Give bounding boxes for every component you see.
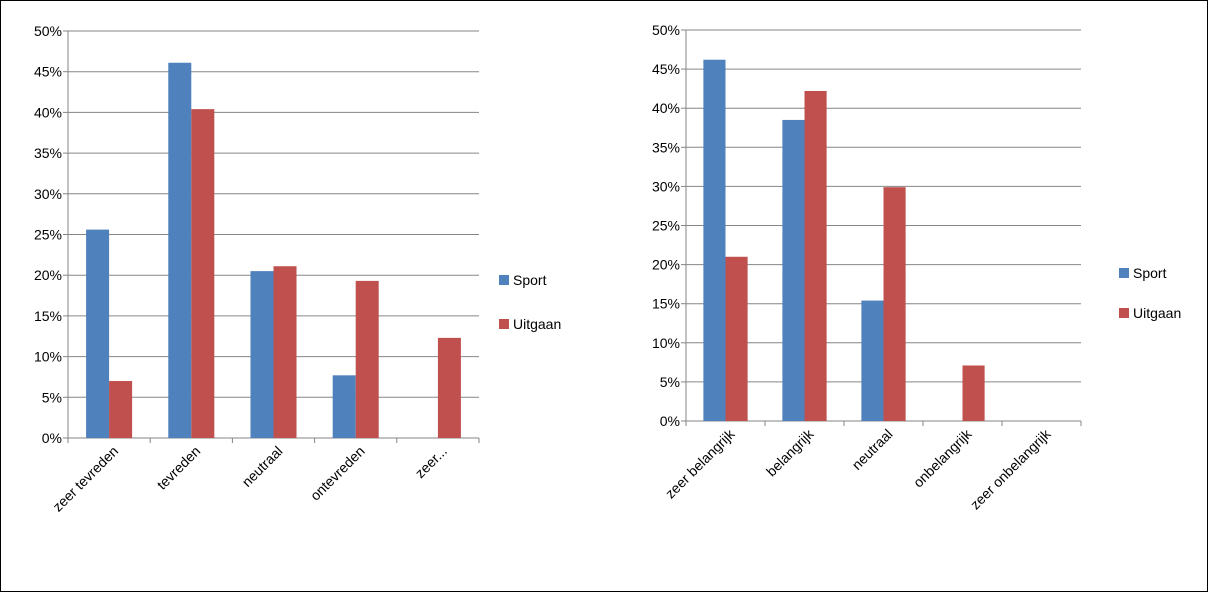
y-tick-label: 0%: [660, 413, 680, 429]
bar-uitgaan: [191, 109, 215, 439]
legend-swatch-uitgaan: [499, 319, 509, 329]
y-tick-label: 20%: [34, 267, 62, 283]
bar-uitgaan: [962, 365, 985, 421]
y-tick-label: 35%: [34, 145, 62, 161]
y-tick-label: 20%: [652, 257, 680, 273]
y-tick-label: 10%: [652, 335, 680, 351]
bar-uitgaan: [109, 381, 133, 438]
y-tick-label: 40%: [652, 100, 680, 116]
y-tick-label: 25%: [34, 227, 62, 243]
x-category-label: zeer belangrijk: [662, 425, 738, 501]
bar-uitgaan: [273, 266, 297, 438]
y-tick-label: 50%: [652, 22, 680, 38]
x-category-label: belangrijk: [763, 425, 817, 479]
y-tick-label: 15%: [34, 308, 62, 324]
bar-sport: [250, 271, 274, 438]
y-tick-label: 40%: [34, 104, 62, 120]
x-category-label: onbelangrijk: [910, 425, 975, 490]
legend-label-uitgaan: Uitgaan: [1133, 305, 1181, 321]
y-tick-label: 15%: [652, 296, 680, 312]
bar-sport: [703, 59, 726, 421]
x-category-label: neutraal: [849, 426, 896, 473]
y-tick-label: 5%: [660, 374, 680, 390]
y-tick-label: 0%: [42, 430, 62, 446]
bar-sport: [782, 119, 805, 422]
y-tick-label: 30%: [34, 186, 62, 202]
x-category-label: tevreden: [154, 443, 204, 493]
x-category-label: neutraal: [239, 443, 286, 490]
y-tick-label: 45%: [652, 61, 680, 77]
bar-sport: [168, 62, 192, 438]
x-category-label: zeer tevreden: [49, 443, 121, 515]
y-tick-label: 50%: [34, 23, 62, 39]
legend-swatch-sport: [499, 275, 509, 285]
bar-sport: [332, 375, 356, 438]
legend-swatch-sport: [1119, 268, 1129, 278]
y-tick-label: 10%: [34, 349, 62, 365]
bar-uitgaan: [804, 90, 827, 421]
y-tick-label: 30%: [652, 178, 680, 194]
x-category-label: zeer...: [412, 443, 450, 481]
bar-uitgaan: [437, 337, 461, 438]
legend-label-sport: Sport: [1133, 265, 1167, 281]
y-tick-label: 35%: [652, 139, 680, 155]
x-category-label: zeer onbelangrijk: [967, 425, 1054, 512]
legend-label-uitgaan: Uitgaan: [513, 316, 561, 332]
bar-sport: [86, 229, 110, 438]
y-tick-label: 45%: [34, 64, 62, 80]
chart-importance: 0% 5% 10% 15% 20% 25% 30% 35% 40% 45% 50% zeer bela…: [652, 22, 1181, 513]
legend-swatch-uitgaan: [1119, 308, 1129, 318]
y-tick-label: 25%: [652, 218, 680, 234]
bar-uitgaan: [725, 256, 748, 421]
bar-uitgaan: [883, 187, 906, 421]
x-category-label: ontevreden: [307, 443, 368, 504]
legend-label-sport: Sport: [513, 272, 547, 288]
bar-sport: [861, 300, 884, 421]
chart-satisfaction: 0% 5% 10% 15% 20% 25% 30% 35% 40% 45% 50% zeer tevr…: [34, 23, 561, 515]
y-tick-label: 5%: [42, 389, 62, 405]
bar-uitgaan: [355, 280, 379, 438]
